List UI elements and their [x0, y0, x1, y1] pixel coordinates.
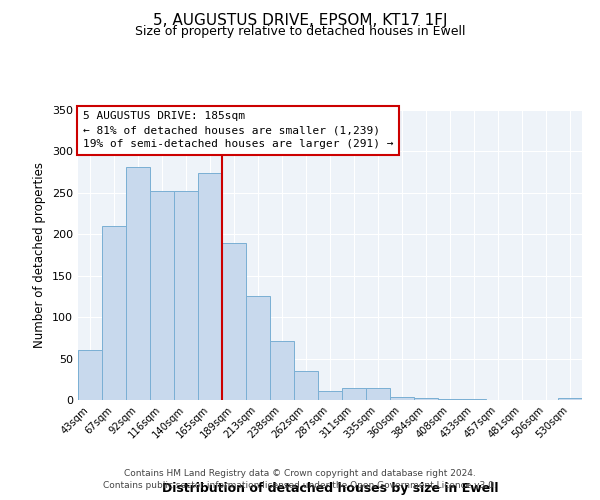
Y-axis label: Number of detached properties: Number of detached properties	[34, 162, 46, 348]
Bar	[78, 350, 102, 400]
Text: Size of property relative to detached houses in Ewell: Size of property relative to detached ho…	[135, 25, 465, 38]
Bar	[318, 391, 342, 400]
X-axis label: Distribution of detached houses by size in Ewell: Distribution of detached houses by size …	[162, 482, 498, 495]
Bar	[222, 242, 246, 400]
Bar	[390, 396, 414, 400]
Text: 5, AUGUSTUS DRIVE, EPSOM, KT17 1FJ: 5, AUGUSTUS DRIVE, EPSOM, KT17 1FJ	[153, 12, 447, 28]
Bar	[342, 388, 366, 400]
Bar	[270, 341, 294, 400]
Bar	[150, 191, 174, 400]
Text: Contains HM Land Registry data © Crown copyright and database right 2024.
Contai: Contains HM Land Registry data © Crown c…	[103, 468, 497, 490]
Bar	[294, 371, 318, 400]
Bar	[558, 398, 582, 400]
Text: 5 AUGUSTUS DRIVE: 185sqm
← 81% of detached houses are smaller (1,239)
19% of sem: 5 AUGUSTUS DRIVE: 185sqm ← 81% of detach…	[83, 112, 394, 150]
Bar	[438, 399, 462, 400]
Bar	[414, 398, 438, 400]
Bar	[174, 191, 198, 400]
Bar	[198, 173, 222, 400]
Bar	[462, 399, 486, 400]
Bar	[366, 388, 390, 400]
Bar	[102, 226, 126, 400]
Bar	[126, 167, 150, 400]
Bar	[246, 296, 270, 400]
